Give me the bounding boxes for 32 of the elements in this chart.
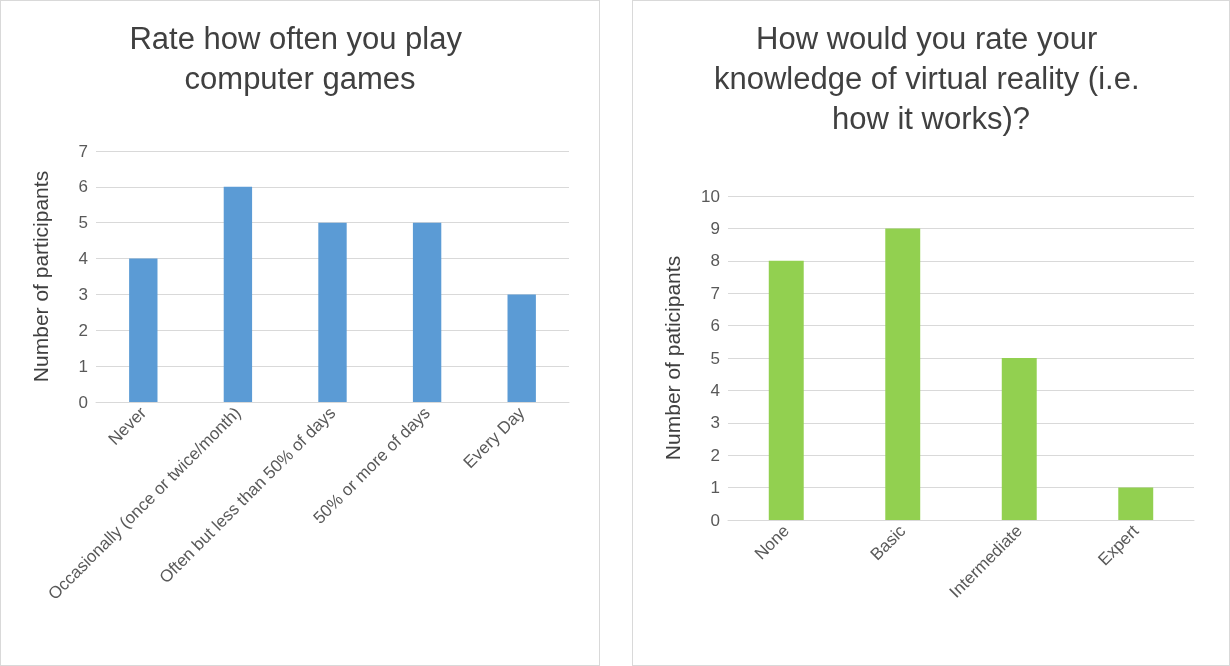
y-tick-label: 2 <box>710 445 720 465</box>
y-tick-label: 6 <box>710 316 720 336</box>
y-tick-label: 4 <box>78 249 88 269</box>
bar <box>1118 487 1154 520</box>
y-tick-label: 8 <box>710 251 720 271</box>
chart-title: How would you rate your knowledge of virtual reality (i.e. how it works)? <box>713 20 1149 136</box>
bar <box>223 186 253 402</box>
y-tick-label: 6 <box>78 177 88 197</box>
y-tick-label: 0 <box>710 510 720 530</box>
bar <box>1001 358 1037 520</box>
y-tick-label: 3 <box>710 413 720 433</box>
bar <box>768 260 804 520</box>
y-tick-label: 5 <box>710 348 720 368</box>
chart-title: Rate how often you play computer games <box>129 20 471 96</box>
y-tick-label: 4 <box>710 380 720 400</box>
y-tick-label: 10 <box>701 186 720 206</box>
y-tick-label: 0 <box>78 392 88 412</box>
y-tick-label: 7 <box>78 141 88 161</box>
bar <box>412 222 442 402</box>
y-tick-label: 9 <box>710 218 720 238</box>
y-tick-label: 1 <box>710 478 720 498</box>
y-axis-title: Number of participants <box>29 170 52 383</box>
y-tick-label: 5 <box>78 213 88 233</box>
bar <box>507 294 536 402</box>
bar <box>129 258 158 402</box>
y-tick-label: 1 <box>78 356 88 376</box>
bar <box>885 228 921 520</box>
y-axis-title: Number of paticipants <box>661 255 684 461</box>
y-tick-label: 7 <box>710 283 720 303</box>
y-tick-label: 3 <box>78 284 88 304</box>
y-tick-label: 2 <box>78 320 88 340</box>
bar <box>318 222 347 402</box>
